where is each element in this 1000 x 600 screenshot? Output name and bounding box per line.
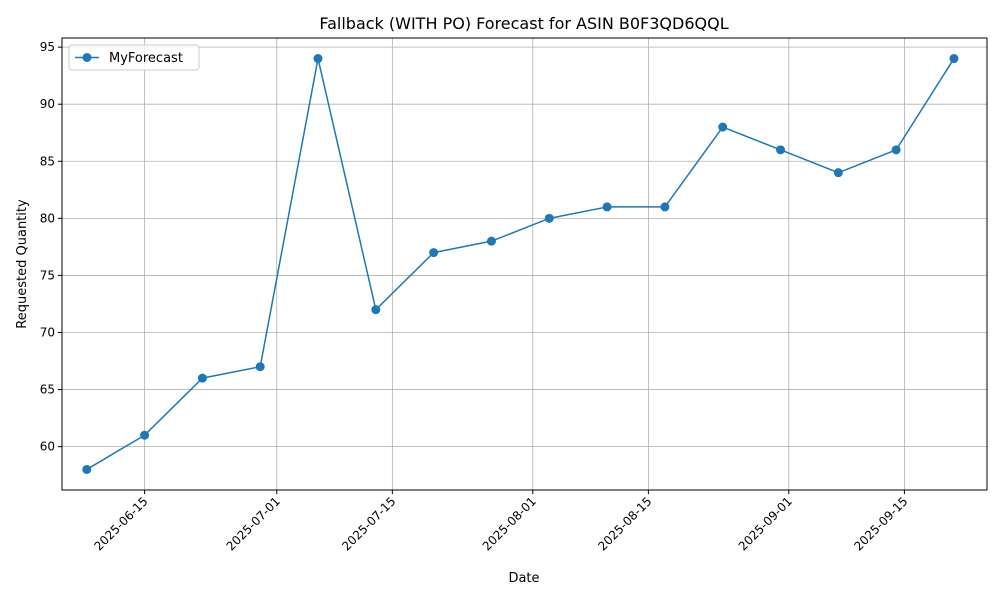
series-layer [82,54,959,474]
y-tick-label: 90 [40,97,55,111]
data-point [255,362,265,372]
data-point [602,202,612,212]
x-tick-label: 2025-06-15 [91,494,150,553]
data-point [833,168,843,178]
x-tick-label: 2025-08-01 [480,494,539,553]
legend-box [68,44,200,71]
y-tick-label: 80 [40,211,55,225]
x-tick-label: 2025-09-15 [851,494,910,553]
y-tick-label: 60 [40,440,55,454]
data-point [197,373,207,383]
data-point [544,213,554,223]
plot-area-frame [61,37,988,491]
x-tick-label: 2025-09-01 [736,494,795,553]
y-tick-label: 65 [40,383,55,397]
x-axis-ticks: 2025-06-15 2025-07-01 2025-07-15 2025-08-01… [91,490,911,553]
series-line [86,57,955,471]
y-axis-ticks: 60 65 70 75 80 85 90 95 [40,40,62,454]
data-point [429,248,439,258]
legend-label: MyForecast [109,51,183,66]
y-tick-label: 70 [40,325,55,339]
data-point [718,122,728,132]
x-tick-label: 2025-08-15 [595,494,654,553]
y-axis-label: Requested Quantity [15,199,30,329]
data-point [776,145,786,155]
data-point [313,54,323,64]
data-point [891,145,901,155]
x-tick-label: 2025-07-15 [339,494,398,553]
legend: MyForecast [68,44,200,71]
data-point [82,464,92,474]
legend-marker [82,53,92,62]
data-point [486,236,496,246]
data-point [140,430,150,440]
data-point [371,305,381,315]
data-point [949,54,959,64]
data-point [660,202,670,212]
y-tick-label: 95 [40,40,55,54]
x-tick-label: 2025-07-01 [224,494,283,553]
x-axis-label: Date [508,571,539,586]
y-tick-label: 85 [40,154,55,168]
grid [62,38,987,490]
chart-title: Fallback (WITH PO) Forecast for ASIN B0F… [319,14,728,33]
y-tick-label: 75 [40,268,55,282]
